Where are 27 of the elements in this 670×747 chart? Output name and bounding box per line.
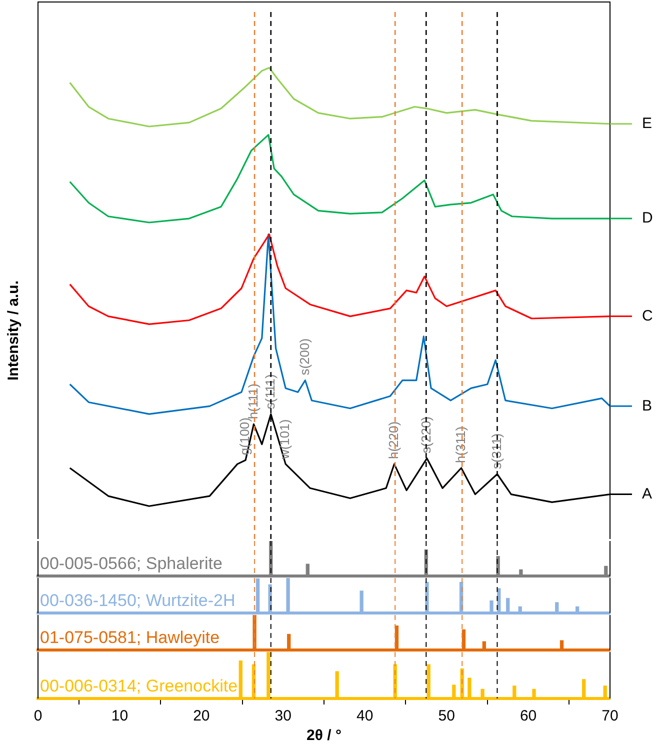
annotation: s(311)	[488, 433, 504, 470]
x-tick-label: 60	[520, 708, 537, 725]
x-tick-label: 0	[34, 708, 42, 725]
annotation: h(111)	[245, 383, 260, 420]
x-tick-label: 70	[602, 708, 618, 725]
series-label: 00-036-1450; Wurtzite-2H	[40, 591, 236, 610]
legend-label: B	[642, 397, 652, 414]
x-axis-title: 2θ / °	[306, 727, 342, 744]
annotation: g(100)	[237, 418, 252, 456]
annotation: h(311)	[452, 426, 468, 463]
x-tick-label: 20	[193, 708, 210, 725]
y-axis-title: Intensity / a.u.	[5, 280, 22, 381]
annotation: s(111)	[262, 374, 278, 410]
text: 00-005-0566; Sphalerite	[40, 554, 222, 574]
series-label: 00-006-0314; Greenockite	[40, 676, 238, 696]
x-tick-label: 40	[356, 708, 374, 725]
annotation: s(200)	[296, 338, 312, 376]
annotation: w(101)	[277, 419, 292, 460]
x-tick-label: 50	[438, 708, 455, 725]
x-tick-label: 10	[111, 708, 128, 725]
legend-label: E	[642, 115, 652, 132]
legend-label: A	[642, 485, 652, 502]
legend-label: D	[642, 210, 653, 227]
legend-label: C	[642, 307, 653, 324]
x-tick-label: 30	[274, 708, 292, 725]
annotation: h(220)	[386, 421, 401, 460]
series-label: 01-075-0581; Hawleyite	[40, 628, 220, 648]
